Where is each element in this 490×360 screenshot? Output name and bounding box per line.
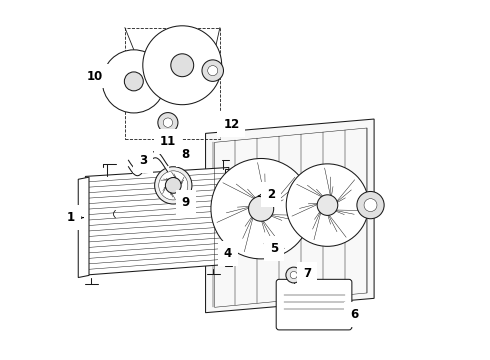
Circle shape <box>159 171 188 200</box>
Circle shape <box>143 26 221 105</box>
Circle shape <box>286 164 368 246</box>
Circle shape <box>155 167 192 204</box>
Circle shape <box>163 118 172 127</box>
Polygon shape <box>225 169 232 266</box>
Circle shape <box>158 113 178 133</box>
Circle shape <box>102 50 166 113</box>
Circle shape <box>290 271 297 279</box>
Polygon shape <box>85 167 229 275</box>
Circle shape <box>171 54 194 77</box>
Text: 5: 5 <box>264 242 278 255</box>
Circle shape <box>364 199 377 212</box>
Circle shape <box>357 192 384 219</box>
Text: 9: 9 <box>180 196 190 209</box>
Bar <box>125 28 220 139</box>
Text: 7: 7 <box>303 267 312 280</box>
Text: 2: 2 <box>258 188 275 201</box>
Text: 6: 6 <box>350 308 359 321</box>
Text: 12: 12 <box>223 118 240 131</box>
Polygon shape <box>78 177 89 278</box>
Circle shape <box>208 66 218 76</box>
Circle shape <box>211 158 311 259</box>
Circle shape <box>286 267 302 283</box>
Circle shape <box>317 195 338 215</box>
Polygon shape <box>205 119 374 313</box>
Text: 4: 4 <box>223 247 232 260</box>
Circle shape <box>248 196 274 221</box>
Text: 3: 3 <box>139 154 147 167</box>
Text: 10: 10 <box>87 69 103 82</box>
FancyBboxPatch shape <box>276 279 352 330</box>
Circle shape <box>124 72 143 91</box>
Circle shape <box>202 60 223 81</box>
Circle shape <box>166 177 181 193</box>
Text: 8: 8 <box>180 148 190 161</box>
Text: 11: 11 <box>160 135 176 148</box>
Text: 1: 1 <box>67 211 83 224</box>
